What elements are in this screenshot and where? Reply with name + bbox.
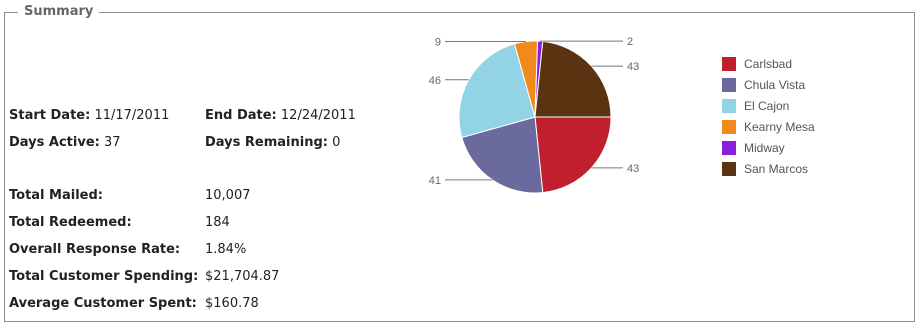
customer-spending-value: $21,704.87 [205, 269, 280, 284]
legend-label: Carlsbad [744, 56, 793, 71]
response-rate-label: Overall Response Rate: [9, 242, 181, 257]
days-active: Days Active: 37 [9, 135, 121, 150]
days-remaining-label: Days Remaining: [205, 135, 328, 150]
customer-spending-label: Total Customer Spending: [9, 269, 199, 284]
pie-value-label: 41 [429, 175, 441, 187]
summary-panel [4, 12, 915, 322]
legend-label: El Cajon [744, 98, 790, 113]
legend-item-kearny-mesa: Kearny Mesa [722, 116, 815, 137]
legend-item-chula-vista: Chula Vista [722, 74, 815, 95]
total-redeemed-label: Total Redeemed: [9, 215, 132, 230]
pie-value-label: 43 [627, 61, 639, 73]
days-remaining: Days Remaining: 0 [205, 135, 340, 150]
days-remaining-value: 0 [332, 135, 341, 150]
legend-label: Chula Vista [744, 77, 806, 92]
total-redeemed-value: 184 [205, 215, 230, 230]
days-active-value: 37 [103, 135, 121, 150]
legend-swatch [722, 140, 736, 155]
legend-item-midway: Midway [722, 137, 815, 158]
legend-item-el-cajon: El Cajon [722, 95, 815, 116]
start-date-value: 11/17/2011 [94, 108, 170, 123]
total-mailed-value: 10,007 [205, 188, 251, 203]
pie-chart: 43 41 46 9 2 43 [429, 36, 639, 194]
pie-slice-san-marcos [534, 40, 612, 118]
end-date-label: End Date: [205, 108, 277, 123]
start-date-label: Start Date: [9, 108, 91, 123]
chart-legend: Carlsbad Chula Vista El Cajon Kearny Mes… [722, 53, 815, 179]
days-active-label: Days Active: [9, 135, 100, 150]
legend-label: Kearny Mesa [744, 119, 815, 134]
panel-title: Summary [18, 4, 100, 19]
legend-swatch [722, 77, 736, 92]
response-rate-value: 1.84% [205, 242, 247, 257]
legend-item-carlsbad: Carlsbad [722, 53, 815, 74]
pie-value-label: 9 [435, 37, 441, 49]
average-spent-value: $160.78 [205, 296, 259, 311]
pie-value-label: 46 [429, 75, 441, 87]
end-date: End Date: 12/24/2011 [205, 108, 356, 123]
legend-item-san-marcos: San Marcos [722, 158, 815, 179]
pie-slice-carlsbad [534, 116, 612, 194]
legend-label: San Marcos [744, 161, 809, 176]
end-date-value: 12/24/2011 [280, 108, 356, 123]
pie-value-label: 43 [627, 163, 639, 175]
pie-value-label: 2 [627, 36, 633, 48]
pie-slice-chula-vista [461, 116, 544, 194]
legend-swatch [722, 56, 736, 71]
pie-slice-el-cajon [458, 43, 536, 139]
total-mailed-label: Total Mailed: [9, 188, 103, 203]
average-spent-label: Average Customer Spent: [9, 296, 197, 311]
legend-swatch [722, 98, 736, 113]
legend-swatch [722, 119, 736, 134]
legend-label: Midway [744, 140, 785, 155]
legend-swatch [722, 161, 736, 176]
start-date: Start Date: 11/17/2011 [9, 108, 169, 123]
